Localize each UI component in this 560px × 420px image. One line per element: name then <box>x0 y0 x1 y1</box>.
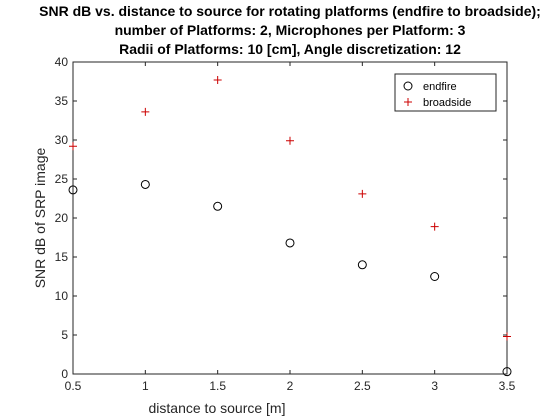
endfire-point <box>68 185 78 195</box>
chart-title-line-1: SNR dB vs. distance to source for rotati… <box>39 3 541 19</box>
legend-label-endfire: endfire <box>423 81 457 93</box>
endfire-point <box>430 272 440 281</box>
x-tick-label: 1.5 <box>209 379 226 393</box>
x-axis-label: distance to source [m] <box>149 400 286 416</box>
endfire-point <box>357 260 367 270</box>
legend: endfire broadside <box>394 73 497 112</box>
y-tick-label: 40 <box>55 55 69 69</box>
endfire-point <box>140 179 150 189</box>
broadside-point <box>69 142 77 151</box>
legend-label-broadside: broadside <box>423 97 471 109</box>
x-tick-label: 3.5 <box>499 379 516 393</box>
endfire-point <box>285 238 295 248</box>
chart-title-line-2: number of Platforms: 2, Microphones per … <box>115 22 466 38</box>
data-marks <box>68 75 512 377</box>
chart-title-line-3: Radii of Platforms: 10 [cm], Angle discr… <box>119 41 461 57</box>
y-tick-label: 0 <box>61 367 68 381</box>
x-tick-label: 0.5 <box>65 379 82 393</box>
y-tick-label: 15 <box>55 250 69 264</box>
y-tick-label: 20 <box>55 211 69 225</box>
broadside-point <box>430 222 439 231</box>
x-tick-label: 3 <box>431 379 438 393</box>
legend-marker-broadside <box>404 98 412 106</box>
x-tick-label: 1 <box>142 379 149 393</box>
broadside-point <box>213 75 222 84</box>
legend-box <box>394 73 497 112</box>
y-tick-label: 35 <box>55 94 69 108</box>
endfire-point <box>213 201 223 211</box>
y-tick-label: 10 <box>55 289 69 303</box>
broadside-point <box>141 107 150 116</box>
y-tick-label: 25 <box>55 172 69 186</box>
broadside-point <box>503 332 511 341</box>
y-tick-label: 5 <box>61 328 68 342</box>
x-tick-label: 2 <box>287 379 294 393</box>
axis-ticks: 0.5 1 1.5 2 2.5 3 3.5 0 5 10 15 20 25 30 35 40 <box>55 55 516 393</box>
legend-marker-endfire <box>403 81 413 91</box>
endfire-point <box>502 367 512 377</box>
x-tick-label: 2.5 <box>354 379 371 393</box>
y-tick-label: 30 <box>55 133 69 147</box>
broadside-point <box>358 189 367 198</box>
broadside-point <box>286 136 294 145</box>
y-axis-label: SNR dB of SRP image <box>32 148 48 289</box>
